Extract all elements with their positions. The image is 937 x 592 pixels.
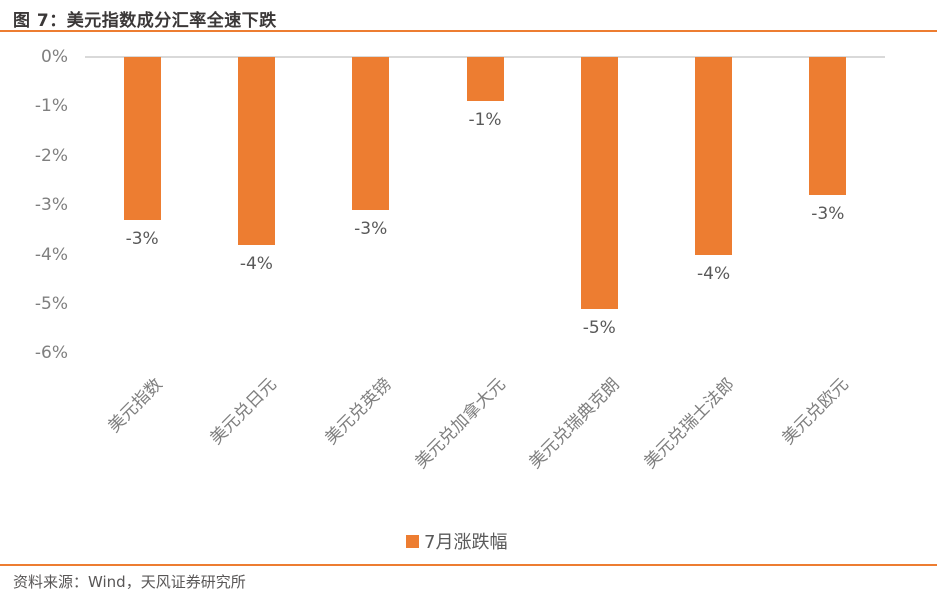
legend-swatch (406, 534, 419, 548)
bar-美元兑日元 (237, 57, 275, 245)
bar-美元兑欧元 (809, 57, 847, 196)
y-axis-tick-label: -5% (34, 294, 68, 314)
bar-value-label: -4% (697, 263, 731, 284)
bar-value-label: -4% (239, 253, 273, 274)
figure-title: 图 7：美元指数成分汇率全速下跌 (13, 11, 277, 31)
y-axis-tick-label: -3% (34, 195, 68, 216)
y-axis-tick-label: -6% (34, 343, 68, 364)
legend-label: 7月涨跌幅 (424, 532, 508, 553)
y-axis-tick-label: -2% (34, 145, 68, 166)
bar-美元兑英镑 (352, 57, 390, 211)
x-axis-label: 美元兑加拿大元 (411, 374, 510, 473)
footer-divider (0, 564, 937, 566)
bar-美元指数 (123, 57, 161, 221)
x-axis-label: 美元兑英镑 (321, 374, 396, 449)
legend: 7月涨跌幅 (406, 528, 507, 554)
plot-area: 0% -1% -2% -3% -4% -5% -6% -3% 美元指数 -4% 美元兑日元 -3% 美元… (34, 47, 885, 473)
x-axis-label: 美元兑日元 (206, 374, 282, 449)
bar-value-label: -3% (811, 204, 845, 225)
bar-value-label: -3% (354, 219, 388, 240)
x-axis-label: 美元兑瑞士法郎 (639, 374, 739, 473)
y-axis-tick-label: -4% (34, 244, 68, 265)
bar-美元兑瑞典克朗 (580, 57, 618, 309)
x-axis-label: 美元指数 (104, 374, 167, 437)
bar-value-label: -3% (125, 229, 159, 250)
x-axis-label: 美元兑欧元 (778, 374, 853, 449)
bar-value-label: -5% (582, 317, 616, 338)
y-axis-tick-label: -1% (34, 96, 68, 117)
title-divider (0, 30, 937, 32)
bar-美元兑瑞士法郎 (695, 57, 733, 255)
x-axis-label: 美元兑瑞典克朗 (525, 374, 624, 473)
bar-美元兑加拿大元 (466, 57, 504, 102)
y-axis-tick-label: 0% (41, 47, 68, 67)
bar-value-label: -1% (468, 110, 502, 131)
source-note: 资料来源：Wind，天风证券研究所 (13, 573, 246, 591)
